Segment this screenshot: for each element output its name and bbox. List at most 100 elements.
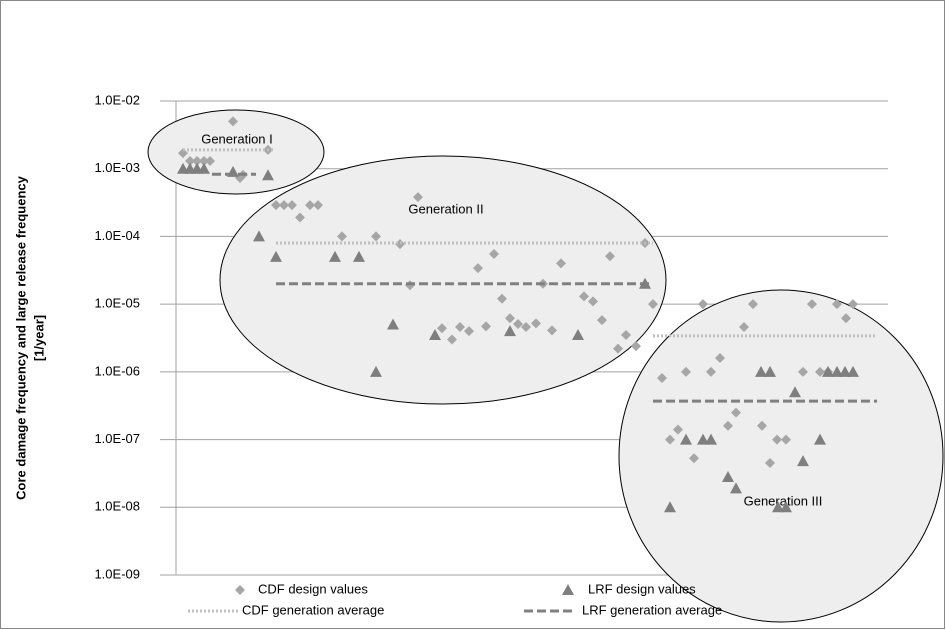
diamond-point — [832, 299, 842, 310]
diamond-point — [437, 323, 447, 334]
diamond-point — [815, 366, 825, 377]
triangle-point — [353, 250, 365, 262]
diamond-point — [279, 200, 289, 211]
triangle-point — [504, 325, 516, 337]
triangle-point — [822, 365, 834, 377]
diamond-point — [235, 585, 245, 595]
triangle-point — [814, 433, 826, 445]
y-tick-label: 1.0E-03 — [94, 160, 140, 175]
diamond-point — [271, 200, 281, 211]
y-tick-label: 1.0E-06 — [94, 363, 140, 378]
triangle-point — [772, 501, 784, 513]
diamond-point — [605, 251, 615, 262]
triangle-point — [705, 433, 717, 445]
diamond-point — [715, 353, 725, 364]
triangle-point — [262, 169, 274, 181]
diamond-point — [305, 200, 315, 211]
diamond-point — [337, 231, 347, 242]
diamond-point — [706, 366, 716, 377]
y-tick-label: 1.0E-05 — [94, 296, 140, 311]
legend-label: LRF generation average — [582, 602, 722, 617]
diamond-point — [205, 155, 215, 166]
diamond-point — [481, 321, 491, 332]
diamond-point — [781, 434, 791, 445]
diamond-point — [513, 318, 523, 329]
diamond-point — [665, 434, 675, 445]
diamond-point — [521, 321, 531, 332]
y-tick-label: 1.0E-02 — [94, 92, 140, 107]
annotation: Generation I — [201, 131, 273, 146]
diamond-point — [455, 321, 465, 332]
diamond-point — [497, 293, 507, 304]
diamond-point — [464, 326, 474, 337]
diamond-point — [613, 343, 623, 354]
legend-label: LRF design values — [588, 581, 696, 596]
y-tick-label: 1.0E-09 — [94, 566, 140, 581]
diamond-point — [765, 458, 775, 469]
diamond-point — [199, 155, 209, 166]
triangle-point — [697, 433, 709, 445]
triangle-point — [847, 365, 859, 377]
legend-label: CDF generation average — [242, 602, 384, 617]
y-axis-label: Core damage frequency and large release … — [13, 175, 28, 499]
diamond-point — [673, 424, 683, 435]
diamond-point — [731, 407, 741, 418]
diamond-point — [689, 453, 699, 464]
diamond-point — [597, 315, 607, 326]
triangle-point — [797, 455, 809, 467]
legend-label: CDF design values — [258, 581, 368, 596]
y-axis-label: [1/year] — [31, 315, 46, 361]
triangle-point — [329, 250, 341, 262]
diamond-point — [531, 318, 541, 329]
diamond-point — [295, 212, 305, 223]
triangle-point — [664, 501, 676, 513]
diamond-point — [739, 321, 749, 332]
diamond-point — [807, 299, 817, 310]
diamond-point — [185, 155, 195, 166]
diamond-point — [556, 258, 566, 269]
triangle-point — [270, 250, 282, 262]
triangle-point — [387, 318, 399, 330]
diamond-point — [579, 291, 589, 302]
y-tick-label: 1.0E-07 — [94, 431, 140, 446]
diamond-point — [648, 299, 658, 310]
y-tick-label: 1.0E-08 — [94, 499, 140, 514]
triangle-point — [253, 230, 265, 242]
diamond-point — [841, 313, 851, 324]
triangle-point — [780, 501, 792, 513]
diamond-point — [547, 325, 557, 336]
ellipse — [219, 155, 667, 405]
diamond-point — [413, 192, 423, 203]
diamond-point — [723, 420, 733, 431]
triangle-point — [198, 162, 210, 174]
triangle-point — [831, 365, 843, 377]
diamond-point — [505, 313, 515, 324]
diamond-point — [681, 366, 691, 377]
diamond-point — [657, 373, 667, 384]
diamond-point — [371, 231, 381, 242]
background-layer — [147, 109, 944, 623]
triangle-point — [730, 482, 742, 494]
diamond-point — [798, 366, 808, 377]
diamond-point — [178, 148, 188, 159]
diamond-point — [698, 299, 708, 310]
annotation: Generation III — [744, 493, 823, 508]
triangle-point — [722, 471, 734, 483]
diamond-point — [313, 200, 323, 211]
annotation: Generation II — [408, 201, 483, 216]
triangle-point — [764, 365, 776, 377]
diamond-point — [489, 249, 499, 260]
diamond-point — [192, 155, 202, 166]
diamond-point — [748, 299, 758, 310]
triangle-point — [839, 365, 851, 377]
triangle-point — [370, 365, 382, 377]
diamond-point — [757, 420, 767, 431]
diamond-point — [772, 434, 782, 445]
diamond-point — [447, 334, 457, 345]
diamond-point — [287, 200, 297, 211]
diamond-point — [588, 296, 598, 307]
triangle-point — [572, 329, 584, 341]
triangle-point — [680, 433, 692, 445]
